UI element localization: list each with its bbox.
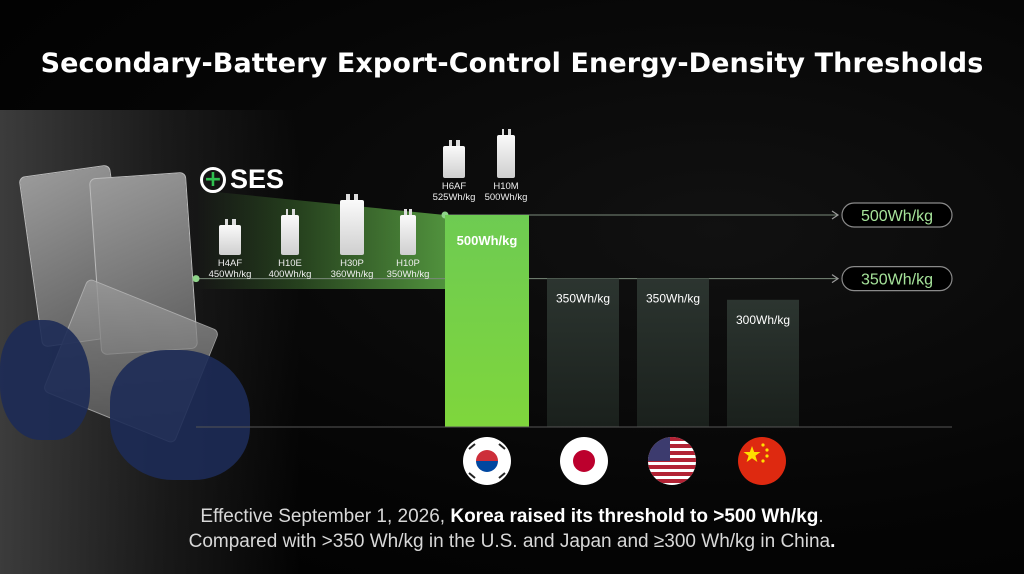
bar-korea (445, 215, 529, 427)
product-h30p: H30P 360Wh/kg (326, 194, 378, 280)
highlight-beam (196, 190, 445, 289)
caption: Effective September 1, 2026, Korea raise… (0, 504, 1024, 554)
product-h4af: H4AF 450Wh/kg (204, 219, 256, 280)
china-flag-icon (738, 437, 786, 485)
arrow-icon (831, 210, 840, 220)
caption-line-1: Effective September 1, 2026, Korea raise… (200, 506, 824, 527)
usa-flag-icon (648, 437, 696, 485)
threshold-dot (192, 275, 200, 283)
japan-flag-icon (560, 437, 608, 485)
plus-circle-icon: + (200, 166, 226, 193)
ses-logo: + SES (200, 164, 284, 195)
bar-value-label: 500Wh/kg (457, 233, 518, 248)
bar-value-label: 300Wh/kg (736, 313, 790, 327)
battery-photo (0, 110, 300, 574)
bar-china (727, 299, 799, 427)
glove-image (0, 320, 90, 440)
product-h10p: H10P 350Wh/kg (382, 209, 434, 280)
south-korea-flag-icon (463, 437, 511, 485)
threshold-pill (841, 266, 953, 292)
threshold-pill (841, 202, 953, 228)
bar-value-label: 350Wh/kg (646, 292, 700, 306)
arrow-icon (831, 274, 840, 284)
page-title: Secondary-Battery Export-Control Energy-… (40, 48, 984, 79)
bar-japan (547, 278, 619, 427)
glove-image (110, 350, 250, 480)
bar-us (637, 278, 709, 427)
caption-line-2: Compared with >350 Wh/kg in the U.S. and… (188, 531, 836, 552)
threshold-label: 350Wh/kg (861, 272, 933, 289)
threshold-label: 500Wh/kg (861, 208, 933, 225)
product-h10e: H10E 400Wh/kg (264, 209, 316, 280)
bar-value-label: 350Wh/kg (556, 292, 610, 306)
product-h6af: H6AF 525Wh/kg (428, 140, 480, 203)
product-h10m: H10M 500Wh/kg (480, 129, 532, 203)
